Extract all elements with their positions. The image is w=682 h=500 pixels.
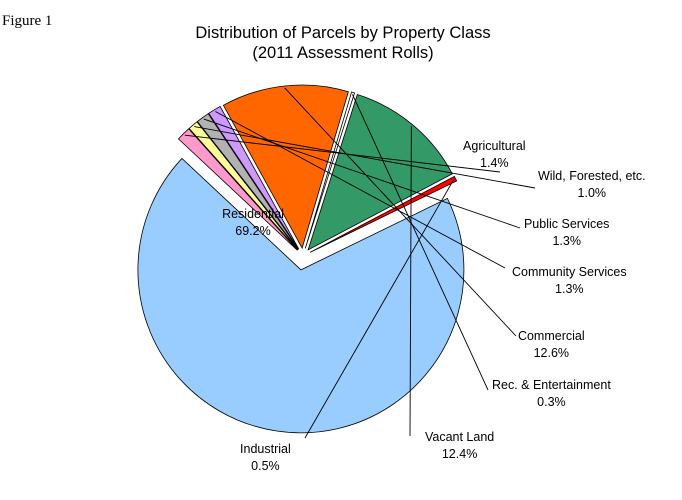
slice-label-rec-entertainment: Rec. & Entertainment: [492, 378, 611, 392]
slice-industrial: [309, 175, 458, 253]
chart-title: Distribution of Parcels by Property Clas…: [195, 24, 490, 42]
slice-labels: Residential 69.2% Agricultural 1.4% Wild, Fo…: [222, 139, 646, 473]
slice-label-wild-forested-etc: Wild, Forested, etc.: [538, 169, 646, 183]
slice-value-industrial: 0.5%: [251, 459, 280, 473]
chart-subtitle: (2011 Assessment Rolls): [252, 44, 433, 62]
figure-label: Figure 1: [2, 13, 52, 29]
slice-value-commercial: 12.6%: [534, 346, 569, 360]
leader-line-wild-forested-etc: [194, 126, 536, 189]
slice-community-services: [208, 105, 300, 250]
leader-line-rec-entertainment: [352, 94, 489, 391]
slice-value-community-services: 1.3%: [555, 282, 584, 296]
leader-line-industrial: [304, 179, 455, 439]
slice-value-rec-entertainment: 0.3%: [537, 395, 566, 409]
slice-value-public-services: 1.3%: [552, 234, 581, 248]
slice-public-services: [196, 113, 299, 250]
leader-line-community-services: [215, 111, 506, 269]
slice-agricultural: [177, 128, 298, 251]
slice-label-vacant-land: Vacant Land: [425, 430, 494, 444]
slice-label-residential: Residential: [222, 207, 284, 221]
leader-line-public-services: [203, 118, 521, 229]
slice-wild-forested-etc: [188, 121, 299, 251]
slice-label-industrial: Industrial: [240, 442, 291, 456]
leader-line-vacant-land: [409, 126, 412, 437]
slice-label-public-services: Public Services: [524, 217, 609, 231]
slice-label-agricultural: Agricultural: [463, 139, 526, 153]
slice-value-residential: 69.2%: [235, 224, 270, 238]
slice-label-commercial: Commercial: [518, 329, 585, 343]
slice-value-vacant-land: 12.4%: [442, 447, 477, 461]
slice-value-wild-forested-etc: 1.0%: [578, 186, 607, 200]
slice-rec-entertainment: [304, 91, 356, 249]
slice-label-community-services: Community Services: [512, 265, 627, 279]
slice-residential: [137, 157, 465, 434]
slice-value-agricultural: 1.4%: [480, 156, 509, 170]
slice-vacant-land: [307, 93, 453, 251]
leader-line-commercial: [284, 87, 517, 337]
slice-commercial: [222, 84, 349, 250]
pie-slices: [137, 84, 465, 434]
leader-lines: [184, 87, 536, 439]
